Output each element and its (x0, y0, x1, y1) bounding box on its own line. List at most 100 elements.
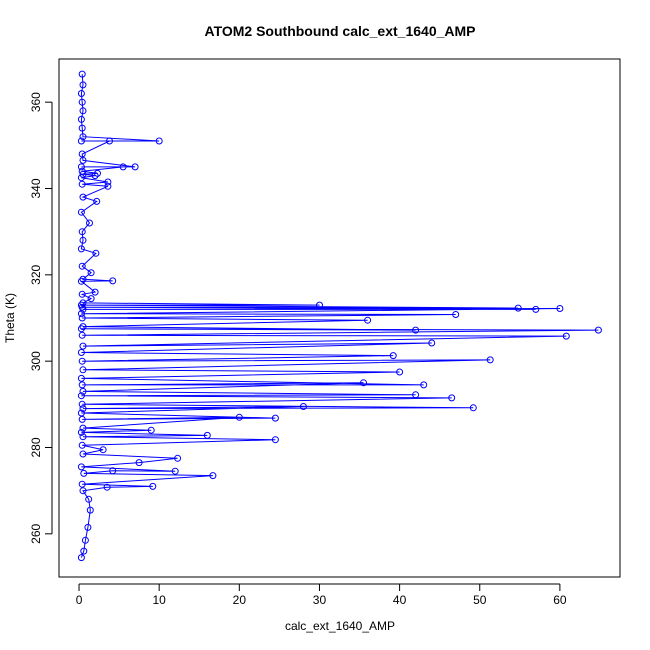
data-point (77, 277, 85, 285)
x-tick-label: 0 (76, 593, 83, 607)
x-tick-label: 30 (313, 593, 327, 607)
data-point (80, 547, 88, 555)
data-point (91, 172, 99, 180)
data-point (92, 249, 100, 257)
data-point (364, 316, 372, 324)
data-point (77, 163, 85, 171)
data-point (87, 269, 95, 277)
data-point (360, 379, 367, 387)
data-point (84, 523, 92, 531)
data-point (78, 331, 86, 339)
data-point (86, 219, 93, 227)
data-point (469, 404, 477, 412)
data-point (79, 236, 87, 244)
data-point (77, 463, 85, 471)
data-point (79, 107, 87, 115)
data-point (80, 469, 88, 477)
data-point (78, 357, 86, 365)
x-tick-label: 60 (553, 593, 567, 607)
data-point (77, 392, 85, 400)
data-point (155, 137, 163, 145)
data-point (77, 115, 85, 123)
data-point (79, 323, 87, 331)
data-point (77, 374, 85, 382)
data-point (77, 208, 85, 216)
x-tick-label: 50 (473, 593, 487, 607)
data-point (149, 482, 157, 490)
data-point (77, 301, 85, 309)
y-tick-label: 300 (29, 351, 43, 371)
data-point (428, 339, 436, 347)
y-tick-label: 280 (29, 437, 43, 457)
data-point (81, 536, 89, 544)
data-point (78, 167, 86, 175)
x-axis: 0 10 20 30 40 50 60 (76, 583, 567, 607)
data-point (235, 413, 243, 421)
data-point (77, 310, 85, 318)
data-point (79, 193, 87, 201)
data-point (271, 436, 279, 444)
data-point (299, 403, 307, 410)
data-point (77, 325, 85, 333)
x-tick-label: 40 (393, 593, 407, 607)
y-axis: 260 280 300 320 340 360 (29, 92, 53, 544)
data-point (562, 332, 570, 340)
data-point (78, 314, 86, 322)
data-point (78, 262, 86, 270)
data-point (79, 275, 87, 283)
data-point (412, 391, 420, 399)
data-point (91, 288, 99, 296)
series-line (79, 74, 599, 558)
data-point (77, 174, 85, 182)
data-point (420, 381, 428, 389)
data-point (532, 305, 540, 313)
data-point (514, 304, 522, 312)
data-point (77, 554, 85, 562)
data-point (77, 245, 85, 253)
data-point (104, 178, 112, 186)
data-point (77, 428, 85, 436)
data-point (93, 197, 101, 205)
data-point (77, 90, 85, 97)
data-point (78, 381, 86, 389)
data-point (452, 311, 460, 318)
data-point (78, 124, 86, 132)
data-point (78, 228, 86, 236)
data-point (86, 506, 94, 514)
data-point (79, 487, 87, 495)
y-tick-label: 360 (29, 92, 43, 112)
data-point (389, 352, 397, 360)
data-point (77, 409, 85, 417)
data-point (147, 426, 155, 434)
data-point (79, 366, 87, 374)
data-point (85, 495, 93, 503)
data-point (78, 70, 86, 78)
data-point (396, 368, 404, 376)
data-point (79, 81, 87, 89)
data-point (78, 290, 86, 298)
data-point (135, 459, 143, 467)
data-point (79, 133, 87, 141)
data-point (109, 467, 117, 475)
data-point (79, 387, 87, 395)
data-point (79, 405, 87, 413)
data-point (103, 483, 111, 491)
y-tick-label: 340 (29, 178, 43, 198)
data-point (79, 433, 87, 441)
data-point (203, 431, 211, 439)
data-point (594, 326, 602, 334)
plot-area (77, 70, 602, 562)
data-point (412, 326, 420, 334)
data-point (174, 454, 182, 462)
data-point (448, 394, 456, 402)
data-point (209, 472, 217, 480)
data-point (77, 137, 85, 145)
data-point (78, 441, 86, 449)
data-point (171, 467, 179, 475)
data-point (79, 299, 87, 307)
data-point (78, 150, 86, 158)
data-point (78, 480, 86, 488)
y-tick-label: 260 (29, 524, 43, 544)
data-point (104, 182, 112, 190)
